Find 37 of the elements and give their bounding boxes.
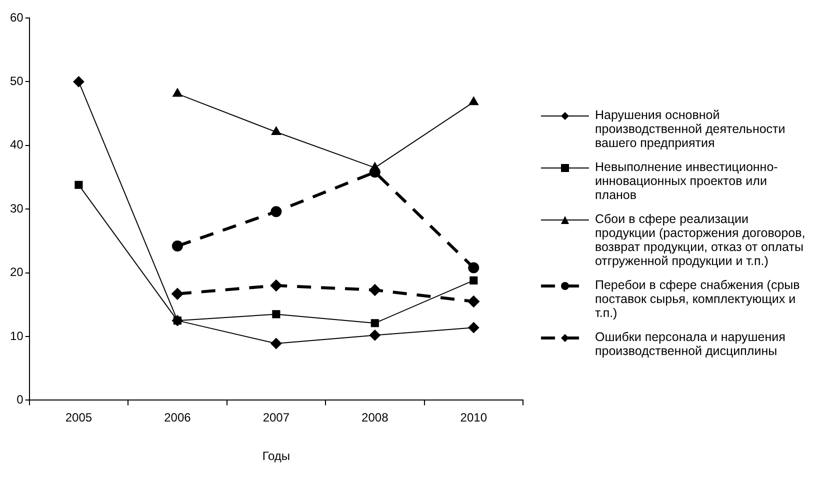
y-tick-label: 50 [10, 74, 24, 88]
y-tick-label: 10 [10, 328, 24, 343]
y-tick-label: 40 [10, 138, 24, 152]
point [172, 88, 182, 97]
point [74, 180, 83, 189]
legend-label: Ошибки персонала и нарушения производственной дисциплины [595, 330, 786, 358]
point [468, 262, 480, 274]
legend-label: Сбои в сфере реализации продукции (расторжения договоров, возврат продукции, отказ от оплаты отгруженной продукции и т.п.) [595, 212, 806, 268]
legend-label: Невыполнение инвестиционно-инновационных проектов или планов [595, 160, 779, 202]
y-tick-label: 0 [16, 392, 24, 407]
point [270, 206, 282, 218]
point [270, 338, 282, 350]
x-axis-title: Годы [262, 449, 290, 464]
legend-label: Нарушения основной производственной деятельности вашего предприятия [595, 108, 786, 150]
legend-label: Перебои в сфере снабжения (срыв поставок сырья, комплектующих и т.п.) [595, 278, 801, 320]
point [272, 310, 280, 318]
point [470, 276, 478, 284]
x-tick-label: 2008 [362, 410, 389, 425]
x-tick-label: 2006 [164, 410, 192, 425]
point [370, 319, 379, 328]
point [468, 322, 480, 334]
y-tick-label: 20 [10, 265, 24, 280]
x-tick-label: 2007 [262, 410, 290, 425]
y-tick-label: 60 [10, 10, 24, 24]
point [468, 96, 478, 106]
point [172, 240, 183, 252]
point [73, 76, 84, 88]
point [369, 284, 380, 296]
x-tick-label: 2010 [460, 410, 488, 425]
y-tick-label: 30 [10, 201, 24, 216]
point [172, 288, 183, 300]
point [468, 296, 480, 307]
point [369, 330, 380, 341]
point [369, 166, 380, 178]
point [271, 126, 282, 136]
x-tick-label: 2005 [65, 410, 92, 425]
point [270, 280, 282, 292]
